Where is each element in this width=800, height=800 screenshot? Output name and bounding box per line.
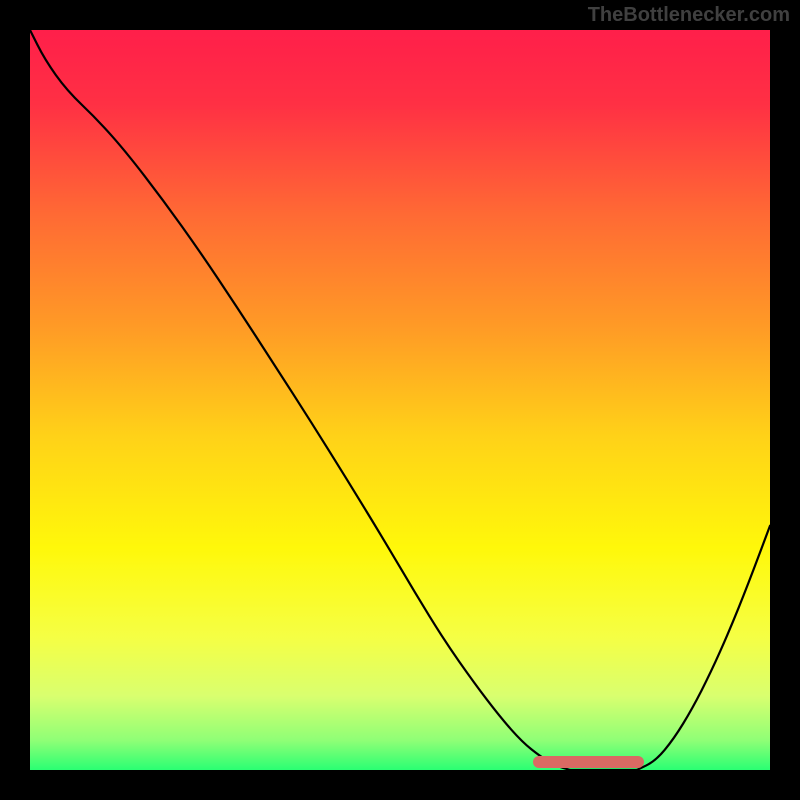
curve-right-ascent — [637, 526, 770, 770]
curve-left-descent — [30, 30, 570, 770]
optimal-range-marker — [533, 756, 644, 768]
watermark-text: TheBottlenecker.com — [588, 4, 790, 27]
plot-area — [30, 30, 770, 770]
curve-layer — [30, 30, 770, 770]
chart-container: TheBottlenecker.com — [0, 0, 800, 800]
